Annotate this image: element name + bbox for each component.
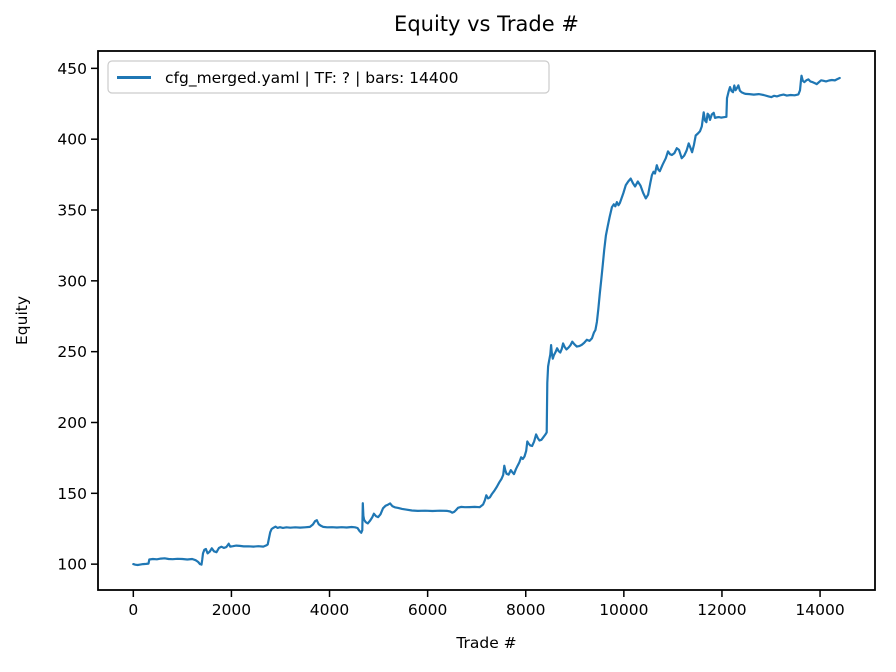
x-tick-label: 10000 — [599, 601, 648, 619]
y-tick-label: 450 — [57, 60, 87, 78]
x-tick-label: 8000 — [506, 601, 545, 619]
x-axis-label: Trade # — [455, 634, 516, 652]
equity-line-series — [132, 74, 841, 567]
y-axis-label: Equity — [13, 296, 31, 345]
x-tick-label: 0 — [128, 601, 138, 619]
y-tick-label: 100 — [57, 556, 87, 574]
plot-area-box — [97, 50, 876, 591]
y-tick-label: 400 — [57, 131, 87, 149]
x-tick-label: 14000 — [795, 601, 844, 619]
y-tick-label: 300 — [57, 272, 87, 290]
y-tick-label: 200 — [57, 414, 87, 432]
chart-title: Equity vs Trade # — [394, 12, 579, 36]
equity-curve — [132, 74, 841, 567]
y-axis-ticks: 100 150 200 250 300 350 400 450 — [57, 60, 98, 574]
x-tick-label: 12000 — [697, 601, 746, 619]
y-tick-label: 250 — [57, 343, 87, 361]
x-tick-label: 6000 — [408, 601, 447, 619]
legend: cfg_merged.yaml | TF: ? | bars: 14400 — [107, 60, 550, 94]
legend-entry-label: cfg_merged.yaml | TF: ? | bars: 14400 — [165, 69, 458, 88]
x-tick-label: 2000 — [212, 601, 251, 619]
x-axis-ticks: 0 2000 4000 6000 8000 10000 12000 14000 — [128, 590, 845, 619]
y-tick-label: 350 — [57, 202, 87, 220]
legend-box — [107, 60, 550, 94]
x-tick-label: 4000 — [310, 601, 349, 619]
y-tick-label: 150 — [57, 485, 87, 503]
